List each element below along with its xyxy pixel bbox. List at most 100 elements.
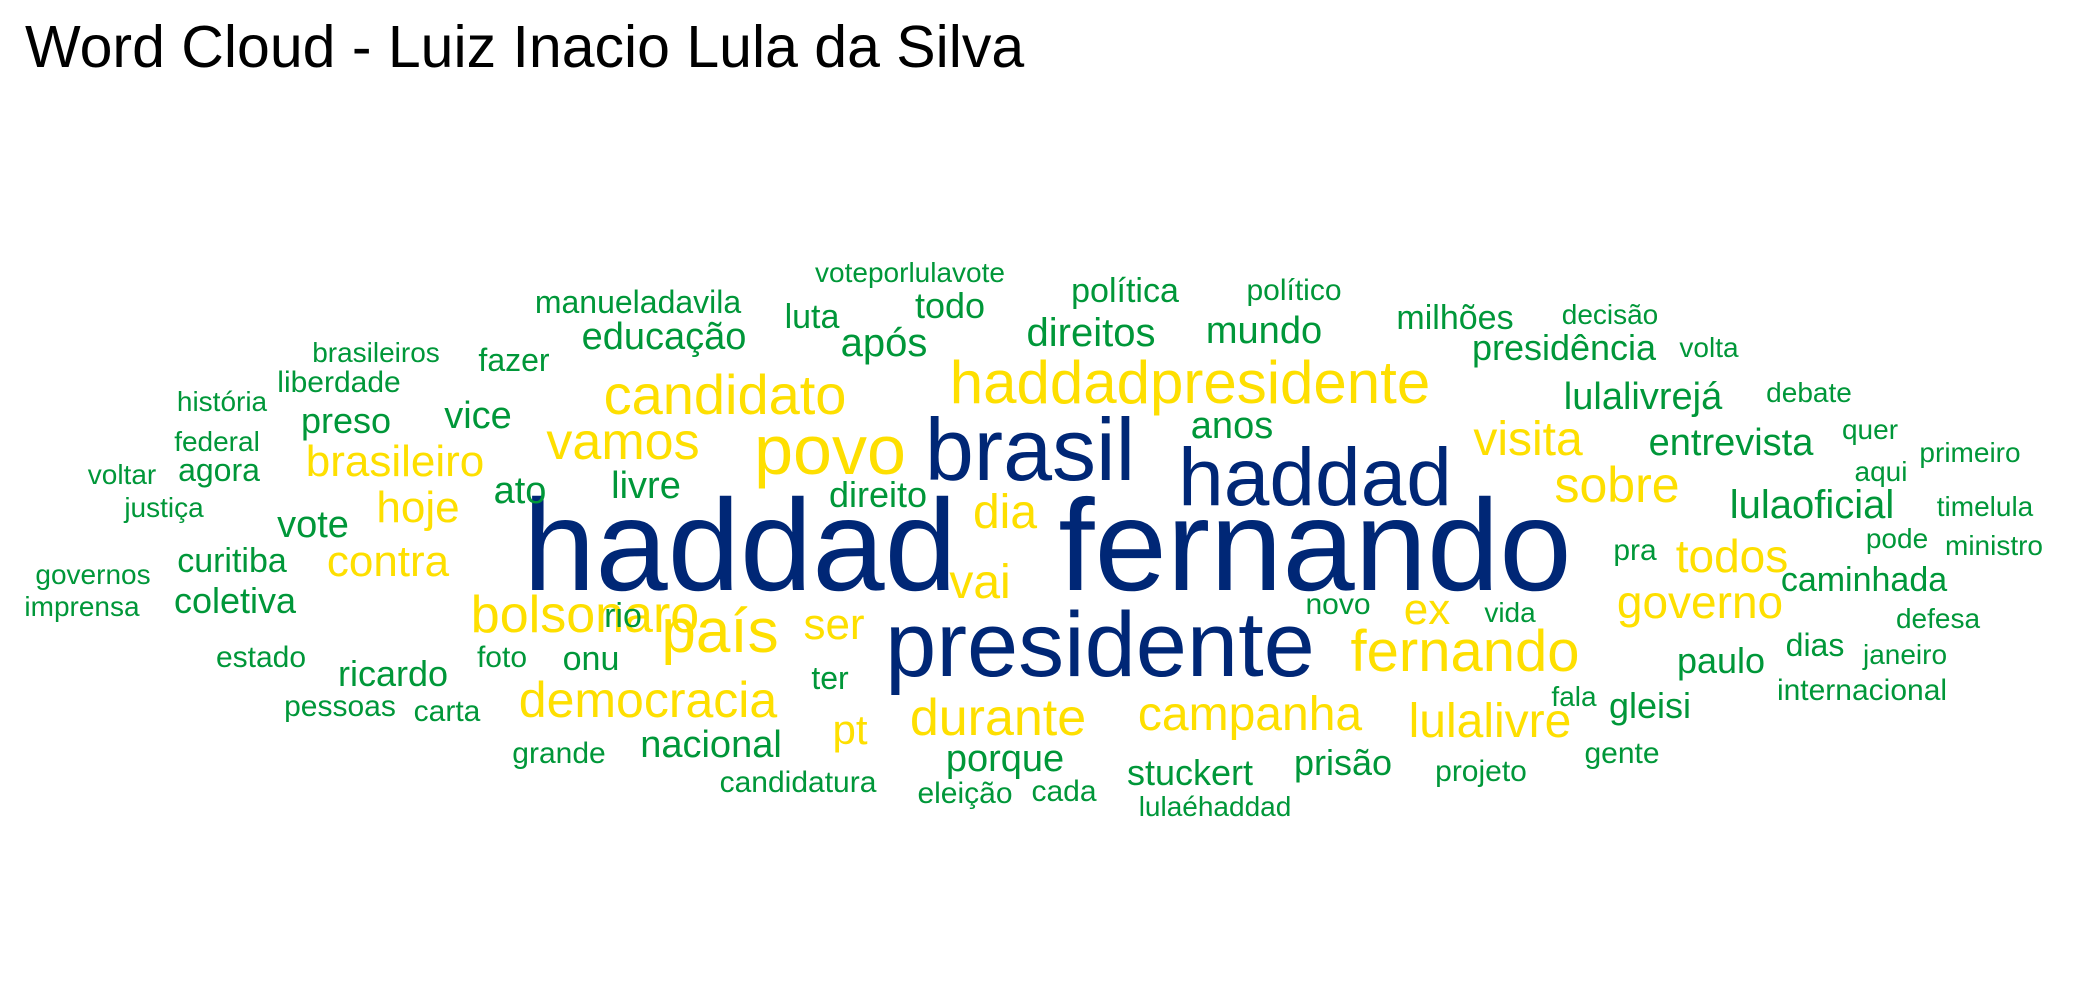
cloud-word: defesa	[1895, 603, 1981, 634]
cloud-word: educação	[581, 316, 747, 358]
cloud-word: internacional	[1776, 674, 1948, 707]
cloud-word: liberdade	[277, 366, 401, 399]
cloud-word: governos	[35, 559, 151, 590]
cloud-word: país	[661, 597, 779, 666]
cloud-word: haddadpresidente	[949, 349, 1431, 416]
cloud-word: pode	[1865, 523, 1929, 554]
cloud-word: ato	[493, 470, 547, 512]
cloud-word: aqui	[1854, 456, 1908, 487]
cloud-word: ter	[811, 660, 849, 696]
cloud-word: foto	[476, 641, 528, 674]
cloud-word: vai	[949, 556, 1011, 609]
cloud-word: sobre	[1554, 457, 1680, 513]
cloud-word: luta	[784, 298, 840, 336]
page-title: Word Cloud - Luiz Inacio Lula da Silva	[25, 14, 1025, 80]
cloud-word: milhões	[1396, 299, 1514, 337]
cloud-word: nacional	[640, 724, 782, 766]
cloud-word: história	[176, 386, 268, 417]
cloud-word: eleição	[917, 777, 1013, 810]
cloud-word: lulaoficial	[1729, 483, 1895, 527]
cloud-word: contra	[326, 537, 450, 586]
cloud-word: coletiva	[173, 580, 297, 621]
cloud-word: gente	[1584, 737, 1660, 770]
cloud-word: vida	[1484, 597, 1536, 628]
cloud-word: imprensa	[24, 591, 140, 622]
cloud-word: hoje	[376, 483, 460, 532]
cloud-word: federal	[174, 426, 260, 457]
cloud-word: quer	[1841, 414, 1899, 445]
cloud-word: durante	[909, 689, 1087, 747]
cloud-word: dia	[972, 486, 1038, 539]
cloud-word: pessoas	[284, 690, 396, 723]
cloud-word: dias	[1785, 627, 1845, 663]
cloud-word: político	[1246, 274, 1342, 307]
cloud-word: fala	[1551, 681, 1597, 712]
cloud-word: democracia	[518, 672, 778, 728]
cloud-word: janeiro	[1862, 639, 1948, 670]
cloud-word: onu	[562, 640, 620, 678]
cloud-word: governo	[1616, 576, 1784, 628]
cloud-word: pt	[832, 706, 868, 753]
cloud-word: direitos	[1026, 311, 1156, 355]
cloud-word: presidência	[1471, 327, 1657, 368]
cloud-word: após	[840, 321, 928, 365]
cloud-word: novo	[1305, 588, 1371, 621]
cloud-word: todos	[1675, 530, 1789, 582]
cloud-word: todo	[914, 285, 986, 326]
cloud-word: prisão	[1293, 742, 1393, 783]
cloud-word: timelula	[1936, 491, 2034, 522]
cloud-word: haddad	[523, 472, 957, 618]
cloud-word: haddad	[1178, 432, 1452, 523]
cloud-word: paulo	[1676, 640, 1766, 681]
cloud-word: vamos	[546, 413, 700, 471]
cloud-word: pra	[1613, 534, 1657, 567]
cloud-word: projeto	[1435, 755, 1527, 788]
cloud-word: brasileiro	[305, 437, 485, 486]
cloud-word: stuckert	[1126, 752, 1254, 793]
cloud-word: voltar	[87, 459, 157, 490]
cloud-word: anos	[1190, 405, 1274, 447]
cloud-word: brasileiros	[312, 337, 440, 368]
cloud-word: brasil	[924, 400, 1136, 499]
cloud-word: gleisi	[1608, 685, 1692, 726]
cloud-word: voteporlulavote	[815, 257, 1005, 288]
cloud-word: agora	[178, 452, 260, 488]
cloud-word: preso	[300, 400, 392, 441]
cloud-word: curitiba	[177, 542, 287, 580]
cloud-word: fernando	[1058, 472, 1572, 618]
cloud-word: manueladavila	[534, 284, 742, 320]
cloud-word: cada	[1031, 775, 1097, 808]
cloud-word: lulalivre	[1408, 695, 1572, 748]
cloud-word: entrevista	[1648, 422, 1814, 464]
cloud-word: primeiro	[1919, 437, 2021, 468]
cloud-word: grande	[512, 737, 606, 770]
cloud-word: ser	[803, 600, 865, 649]
cloud-word: justiça	[124, 492, 204, 523]
cloud-word: fernando	[1350, 619, 1580, 684]
cloud-word: debate	[1766, 377, 1852, 408]
cloud-word: candidatura	[719, 766, 877, 799]
cloud-word: fazer	[478, 342, 550, 378]
cloud-word: lulaéhaddad	[1138, 791, 1292, 822]
cloud-word: candidato	[603, 363, 847, 426]
cloud-word: política	[1071, 272, 1179, 310]
cloud-word: ministro	[1944, 530, 2044, 561]
cloud-word: povo	[754, 411, 906, 489]
cloud-word: ricardo	[337, 653, 449, 694]
cloud-word: bolsonaro	[470, 586, 700, 644]
cloud-word: livre	[611, 465, 681, 507]
cloud-word: campanha	[1137, 688, 1363, 741]
cloud-word: ex	[1403, 585, 1451, 634]
cloud-word: direito	[828, 474, 928, 515]
cloud-word: decisão	[1561, 299, 1659, 330]
cloud-word: mundo	[1205, 310, 1323, 352]
cloud-word: lulalivrejá	[1563, 376, 1723, 418]
cloud-word: estado	[215, 641, 307, 674]
cloud-word: rio	[604, 597, 642, 635]
cloud-word: visita	[1473, 413, 1583, 466]
cloud-word: volta	[1679, 332, 1739, 363]
cloud-word: vice	[444, 395, 512, 437]
cloud-word: presidente	[885, 594, 1315, 696]
cloud-word: vote	[277, 504, 349, 546]
